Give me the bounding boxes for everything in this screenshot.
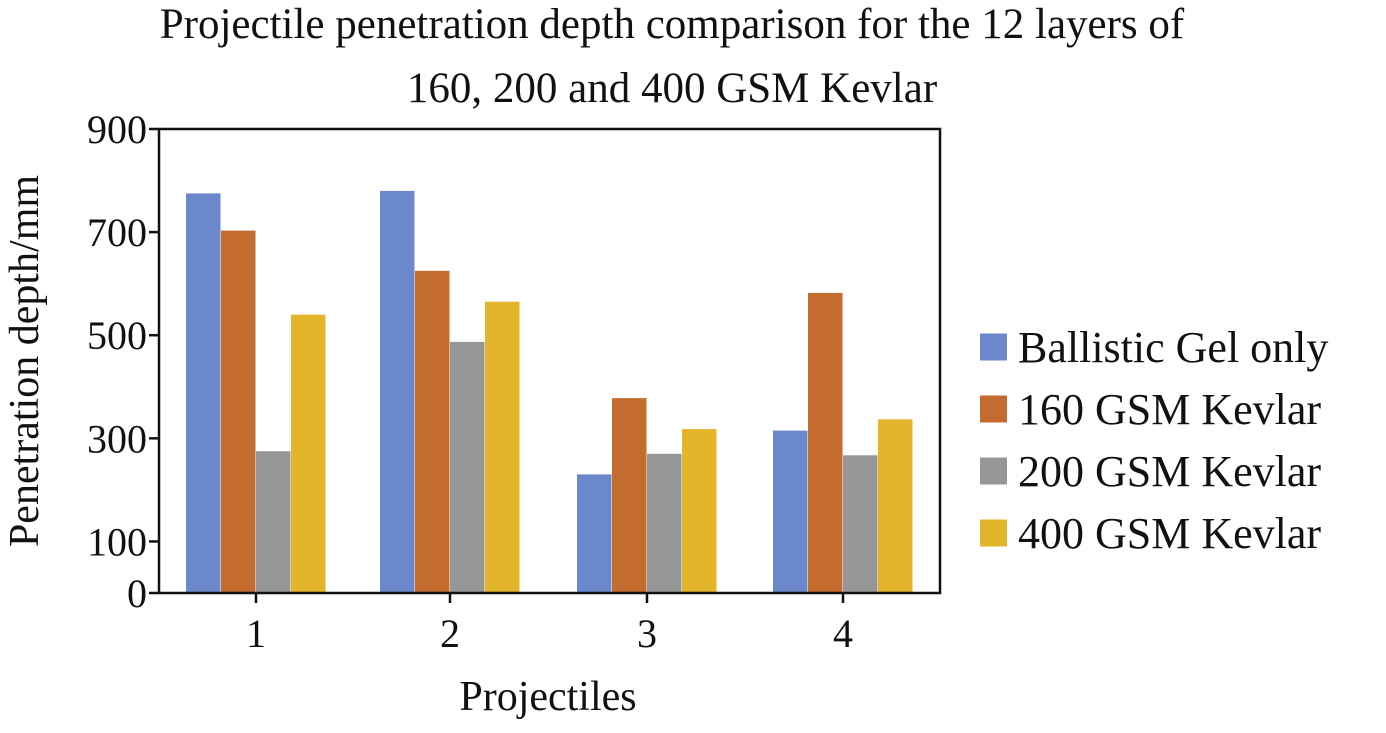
y-tick-label: 300: [87, 416, 147, 461]
y-tick-label: 500: [87, 313, 147, 358]
bar-4-series-1: [773, 430, 808, 593]
bar-3-series-2: [612, 398, 647, 593]
bar-2-series-3: [450, 341, 485, 593]
y-axis-title: Penetration depth/mm: [2, 175, 48, 547]
legend-label-4: 400 GSM Kevlar: [1018, 509, 1321, 558]
legend-label-1: Ballistic Gel only: [1018, 323, 1328, 372]
bar-3-series-4: [682, 429, 717, 593]
x-tick-label: 3: [637, 611, 657, 656]
bar-2-series-1: [380, 190, 415, 593]
bars: [186, 190, 913, 593]
legend: Ballistic Gel only 160 GSM Kevlar 200 GSM …: [980, 323, 1328, 558]
legend-label-2: 160 GSM Kevlar: [1018, 385, 1321, 434]
bar-2-series-2: [415, 270, 450, 593]
y-tick-label: 100: [87, 519, 147, 564]
y-tick-label: 0: [127, 571, 147, 616]
chart-title: Projectile penetration depth comparison …: [160, 1, 1185, 112]
plot-area-frame: [157, 127, 942, 595]
bar-4-series-2: [808, 292, 843, 593]
x-axis-title: Projectiles: [459, 674, 636, 720]
bar-3-series-1: [577, 474, 612, 593]
x-axis-ticks: 1 2 3 4: [246, 593, 853, 656]
bar-1-series-3: [256, 451, 291, 593]
x-tick-label: 1: [246, 611, 266, 656]
bar-3-series-3: [647, 453, 682, 593]
y-tick-label: 700: [87, 210, 147, 255]
bar-2-series-4: [485, 301, 520, 593]
legend-swatch-4: [980, 519, 1007, 547]
legend-swatch-2: [980, 395, 1007, 423]
y-axis-ticks: 0 100 300 500 700 900: [87, 107, 159, 616]
legend-swatch-1: [980, 333, 1007, 361]
y-tick-label: 900: [87, 107, 147, 152]
bar-4-series-3: [843, 455, 878, 593]
legend-swatch-3: [980, 457, 1007, 485]
bar-4-series-4: [878, 419, 913, 593]
bar-1-series-4: [291, 314, 326, 593]
chart-title-line-2: 160, 200 and 400 GSM Kevlar: [407, 65, 937, 112]
legend-label-3: 200 GSM Kevlar: [1018, 447, 1321, 496]
x-tick-label: 2: [440, 611, 460, 656]
chart-title-line-1: Projectile penetration depth comparison …: [160, 1, 1185, 48]
bar-1-series-1: [186, 193, 221, 593]
bar-1-series-2: [221, 230, 256, 593]
x-tick-label: 4: [833, 611, 853, 656]
